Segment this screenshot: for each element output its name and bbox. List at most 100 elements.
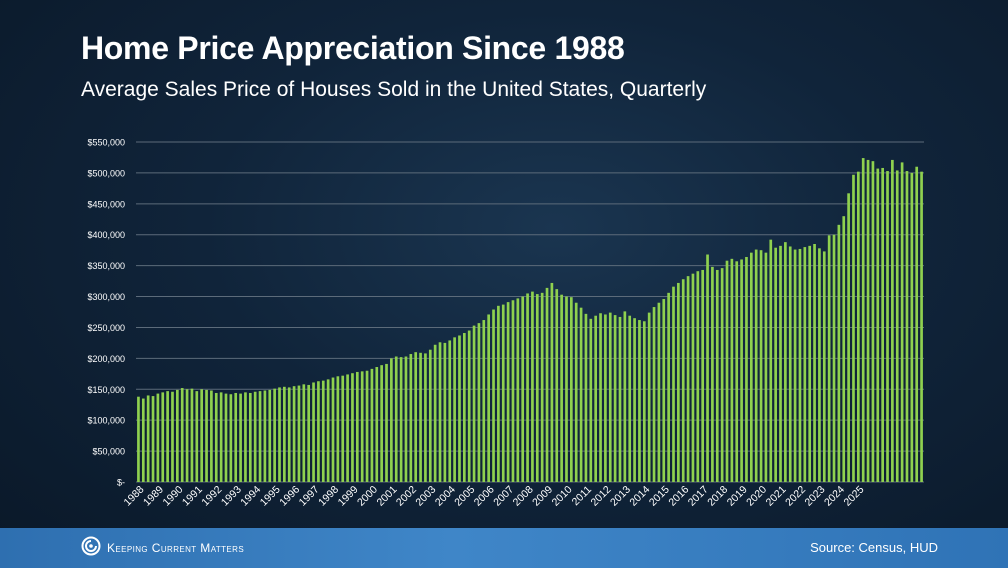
x-tick-label: 2017 bbox=[686, 484, 711, 509]
bar bbox=[769, 239, 773, 482]
bar bbox=[720, 268, 724, 482]
bar bbox=[633, 318, 636, 482]
bar bbox=[185, 389, 189, 482]
bar bbox=[351, 373, 354, 482]
bar bbox=[214, 392, 218, 482]
bar bbox=[876, 168, 880, 482]
bar bbox=[905, 171, 909, 482]
bar bbox=[390, 358, 393, 482]
bar bbox=[798, 248, 802, 482]
bar bbox=[813, 244, 816, 482]
bar bbox=[667, 292, 670, 482]
x-tick-label: 1999 bbox=[336, 484, 361, 509]
bar bbox=[312, 382, 315, 482]
x-tick-label: 2007 bbox=[491, 484, 516, 509]
bars bbox=[137, 158, 923, 483]
bar bbox=[545, 287, 549, 482]
bar bbox=[827, 235, 831, 482]
x-tick-label: 2013 bbox=[608, 484, 633, 509]
bar bbox=[462, 333, 466, 482]
bar bbox=[467, 330, 471, 482]
bar bbox=[166, 391, 169, 482]
bar bbox=[711, 266, 714, 482]
x-tick-label: 2021 bbox=[764, 484, 789, 509]
gridlines bbox=[136, 141, 924, 483]
bar bbox=[224, 393, 228, 482]
bar bbox=[360, 371, 364, 482]
x-tick-label: 1997 bbox=[297, 484, 322, 509]
x-tick-label: 1988 bbox=[122, 484, 147, 509]
y-tick-label: $100,000 bbox=[87, 416, 125, 426]
bar bbox=[574, 302, 578, 482]
bar bbox=[195, 391, 199, 482]
bar bbox=[487, 314, 490, 482]
bar bbox=[292, 386, 296, 482]
bar bbox=[511, 300, 515, 482]
bar bbox=[497, 305, 500, 482]
bar bbox=[370, 368, 374, 482]
bar bbox=[141, 398, 145, 482]
x-axis-tick-labels: 1988198919901991199219931994199519961997… bbox=[122, 484, 867, 509]
bar bbox=[472, 325, 476, 482]
bar bbox=[531, 291, 534, 482]
x-tick-label: 1989 bbox=[141, 484, 166, 509]
x-tick-label: 2016 bbox=[666, 484, 691, 509]
x-tick-label: 1991 bbox=[180, 484, 205, 509]
bar bbox=[248, 392, 252, 482]
bar bbox=[915, 166, 919, 482]
bar bbox=[287, 387, 291, 482]
bar bbox=[613, 315, 617, 482]
bar bbox=[779, 245, 782, 482]
bar bbox=[861, 158, 865, 482]
x-tick-label: 1998 bbox=[316, 484, 341, 509]
y-tick-label: $150,000 bbox=[87, 385, 125, 395]
x-tick-label: 2012 bbox=[589, 484, 614, 509]
bar bbox=[239, 393, 242, 482]
bar bbox=[764, 252, 768, 482]
bar bbox=[540, 292, 544, 482]
x-tick-label: 2006 bbox=[472, 484, 497, 509]
bar bbox=[672, 286, 675, 482]
bar bbox=[341, 375, 345, 482]
bar bbox=[521, 296, 525, 482]
x-tick-label: 1995 bbox=[258, 484, 283, 509]
x-tick-label: 2003 bbox=[413, 484, 438, 509]
bar bbox=[297, 385, 301, 482]
bar bbox=[448, 340, 452, 482]
x-tick-label: 2023 bbox=[803, 484, 828, 509]
y-tick-label: $250,000 bbox=[87, 323, 125, 333]
x-tick-label: 2014 bbox=[627, 484, 652, 509]
bar bbox=[628, 315, 632, 482]
bar bbox=[895, 170, 899, 482]
bar bbox=[715, 269, 719, 482]
bar bbox=[638, 320, 641, 482]
bar bbox=[156, 393, 160, 482]
bar bbox=[414, 352, 418, 482]
bar bbox=[438, 342, 442, 482]
brand-name: Keeping Current Matters bbox=[107, 541, 245, 555]
bar bbox=[691, 273, 695, 482]
bar bbox=[604, 314, 607, 482]
bar bbox=[725, 260, 729, 482]
bar bbox=[871, 161, 875, 482]
x-tick-label: 2015 bbox=[647, 484, 672, 509]
bar bbox=[278, 387, 281, 482]
x-tick-label: 2018 bbox=[705, 484, 730, 509]
bar bbox=[866, 159, 870, 482]
bar bbox=[784, 242, 787, 482]
chart-subtitle: Average Sales Price of Houses Sold in th… bbox=[81, 78, 707, 101]
bar bbox=[375, 367, 379, 482]
bar bbox=[205, 389, 208, 482]
bar bbox=[433, 344, 437, 482]
bar bbox=[234, 392, 238, 482]
bar bbox=[749, 252, 753, 482]
bar bbox=[599, 313, 602, 482]
brand-logo[interactable]: Keeping Current Matters bbox=[81, 536, 245, 558]
bar bbox=[219, 392, 223, 482]
bar bbox=[735, 261, 739, 482]
bar bbox=[686, 276, 690, 482]
bar bbox=[506, 302, 510, 482]
bar bbox=[847, 193, 850, 483]
bar bbox=[404, 356, 408, 482]
